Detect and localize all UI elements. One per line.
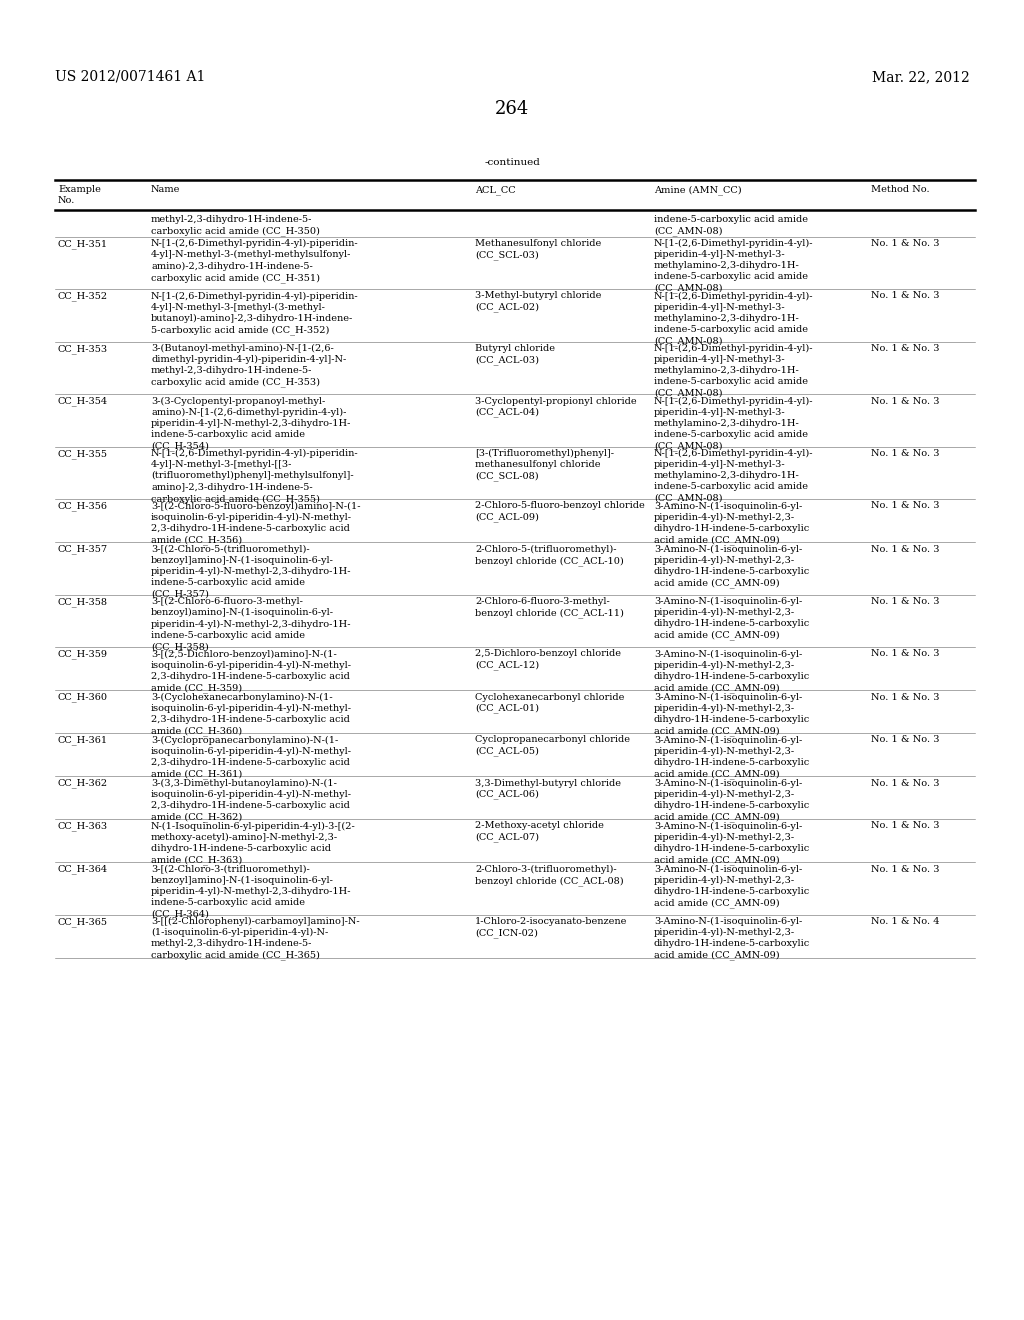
Text: 3-Amino-N-(1-isoquinolin-6-yl-
piperidin-4-yl)-N-methyl-2,3-
dihydro-1H-indene-5: 3-Amino-N-(1-isoquinolin-6-yl- piperidin… (654, 821, 810, 865)
Text: N-[1-(2,6-Dimethyl-pyridin-4-yl)-piperidin-
4-yl]-N-methyl-3-[methyl-[[3-
(trifl: N-[1-(2,6-Dimethyl-pyridin-4-yl)-piperid… (151, 449, 358, 503)
Text: Amine (AMN_CC): Amine (AMN_CC) (654, 185, 741, 195)
Text: CC_H-363: CC_H-363 (58, 821, 109, 832)
Text: 2-Methoxy-acetyl chloride
(CC_ACL-07): 2-Methoxy-acetyl chloride (CC_ACL-07) (475, 821, 604, 842)
Text: 3-[(2,5-Dichloro-benzoyl)amino]-N-(1-
isoquinolin-6-yl-piperidin-4-yl)-N-methyl-: 3-[(2,5-Dichloro-benzoyl)amino]-N-(1- is… (151, 649, 352, 693)
Text: [3-(Trifluoromethyl)phenyl]-
methanesulfonyl chloride
(CC_SCL-08): [3-(Trifluoromethyl)phenyl]- methanesulf… (475, 449, 614, 482)
Text: 3-(Butanoyl-methyl-amino)-N-[1-(2,6-
dimethyl-pyridin-4-yl)-piperidin-4-yl]-N-
m: 3-(Butanoyl-methyl-amino)-N-[1-(2,6- dim… (151, 345, 346, 388)
Text: No. 1 & No. 3: No. 1 & No. 3 (871, 449, 939, 458)
Text: CC_H-361: CC_H-361 (58, 735, 109, 746)
Text: 3-Amino-N-(1-isoquinolin-6-yl-
piperidin-4-yl)-N-methyl-2,3-
dihydro-1H-indene-5: 3-Amino-N-(1-isoquinolin-6-yl- piperidin… (654, 544, 810, 587)
Text: 2,5-Dichloro-benzoyl chloride
(CC_ACL-12): 2,5-Dichloro-benzoyl chloride (CC_ACL-12… (475, 649, 621, 671)
Text: CC_H-359: CC_H-359 (58, 649, 108, 659)
Text: No. 1 & No. 3: No. 1 & No. 3 (871, 649, 939, 659)
Text: No. 1 & No. 3: No. 1 & No. 3 (871, 779, 939, 788)
Text: CC_H-360: CC_H-360 (58, 693, 108, 702)
Text: No. 1 & No. 3: No. 1 & No. 3 (871, 693, 939, 701)
Text: CC_H-357: CC_H-357 (58, 544, 109, 554)
Text: No. 1 & No. 3: No. 1 & No. 3 (871, 544, 939, 553)
Text: Methanesulfonyl chloride
(CC_SCL-03): Methanesulfonyl chloride (CC_SCL-03) (475, 239, 601, 260)
Text: 3-Amino-N-(1-isoquinolin-6-yl-
piperidin-4-yl)-N-methyl-2,3-
dihydro-1H-indene-5: 3-Amino-N-(1-isoquinolin-6-yl- piperidin… (654, 779, 810, 822)
Text: No. 1 & No. 4: No. 1 & No. 4 (871, 917, 939, 927)
Text: N-(1-Isoquinolin-6-yl-piperidin-4-yl)-3-[(2-
methoxy-acetyl)-amino]-N-methyl-2,3: N-(1-Isoquinolin-6-yl-piperidin-4-yl)-3-… (151, 821, 355, 865)
Text: 3-(3-Cyclopentyl-propanoyl-methyl-
amino)-N-[1-(2,6-dimethyl-pyridin-4-yl)-
pipe: 3-(3-Cyclopentyl-propanoyl-methyl- amino… (151, 396, 351, 451)
Text: No. 1 & No. 3: No. 1 & No. 3 (871, 735, 939, 744)
Text: 264: 264 (495, 100, 529, 117)
Text: 3-[(2-Chloro-6-fluoro-3-methyl-
benzoyl)amino]-N-(1-isoquinolin-6-yl-
piperidin-: 3-[(2-Chloro-6-fluoro-3-methyl- benzoyl)… (151, 597, 351, 652)
Text: No. 1 & No. 3: No. 1 & No. 3 (871, 345, 939, 352)
Text: 2-Chloro-6-fluoro-3-methyl-
benzoyl chloride (CC_ACL-11): 2-Chloro-6-fluoro-3-methyl- benzoyl chlo… (475, 597, 624, 618)
Text: -continued: -continued (484, 158, 540, 168)
Text: CC_H-364: CC_H-364 (58, 865, 109, 874)
Text: 3-(Cyclohexanecarbonylamino)-N-(1-
isoquinolin-6-yl-piperidin-4-yl)-N-methyl-
2,: 3-(Cyclohexanecarbonylamino)-N-(1- isoqu… (151, 693, 352, 737)
Text: ACL_CC: ACL_CC (475, 185, 516, 194)
Text: No. 1 & No. 3: No. 1 & No. 3 (871, 292, 939, 301)
Text: N-[1-(2,6-Dimethyl-pyridin-4-yl)-
piperidin-4-yl]-N-methyl-3-
methylamino-2,3-di: N-[1-(2,6-Dimethyl-pyridin-4-yl)- piperi… (654, 239, 813, 293)
Text: CC_H-352: CC_H-352 (58, 292, 109, 301)
Text: CC_H-358: CC_H-358 (58, 597, 108, 607)
Text: N-[1-(2,6-Dimethyl-pyridin-4-yl)-
piperidin-4-yl]-N-methyl-3-
methylamino-2,3-di: N-[1-(2,6-Dimethyl-pyridin-4-yl)- piperi… (654, 292, 813, 346)
Text: 1-Chloro-2-isocyanato-benzene
(CC_ICN-02): 1-Chloro-2-isocyanato-benzene (CC_ICN-02… (475, 917, 628, 939)
Text: No. 1 & No. 3: No. 1 & No. 3 (871, 865, 939, 874)
Text: 3-Amino-N-(1-isoquinolin-6-yl-
piperidin-4-yl)-N-methyl-2,3-
dihydro-1H-indene-5: 3-Amino-N-(1-isoquinolin-6-yl- piperidin… (654, 649, 810, 693)
Text: 2-Chloro-3-(trifluoromethyl)-
benzoyl chloride (CC_ACL-08): 2-Chloro-3-(trifluoromethyl)- benzoyl ch… (475, 865, 624, 886)
Text: Mar. 22, 2012: Mar. 22, 2012 (872, 70, 970, 84)
Text: Butyryl chloride
(CC_ACL-03): Butyryl chloride (CC_ACL-03) (475, 345, 555, 364)
Text: indene-5-carboxylic acid amide
(CC_AMN-08): indene-5-carboxylic acid amide (CC_AMN-0… (654, 215, 808, 236)
Text: N-[1-(2,6-Dimethyl-pyridin-4-yl)-piperidin-
4-yl]-N-methyl-3-(methyl-methylsulfo: N-[1-(2,6-Dimethyl-pyridin-4-yl)-piperid… (151, 239, 358, 282)
Text: methyl-2,3-dihydro-1H-indene-5-
carboxylic acid amide (CC_H-350): methyl-2,3-dihydro-1H-indene-5- carboxyl… (151, 215, 319, 236)
Text: 3-(Cyclopropanecarbonylamino)-N-(1-
isoquinolin-6-yl-piperidin-4-yl)-N-methyl-
2: 3-(Cyclopropanecarbonylamino)-N-(1- isoq… (151, 735, 352, 779)
Text: No. 1 & No. 3: No. 1 & No. 3 (871, 597, 939, 606)
Text: 3-(3,3-Dimethyl-butanoylamino)-N-(1-
isoquinolin-6-yl-piperidin-4-yl)-N-methyl-
: 3-(3,3-Dimethyl-butanoylamino)-N-(1- iso… (151, 779, 352, 822)
Text: N-[1-(2,6-Dimethyl-pyridin-4-yl)-piperidin-
4-yl]-N-methyl-3-[methyl-(3-methyl-
: N-[1-(2,6-Dimethyl-pyridin-4-yl)-piperid… (151, 292, 358, 335)
Text: 3-Amino-N-(1-isoquinolin-6-yl-
piperidin-4-yl)-N-methyl-2,3-
dihydro-1H-indene-5: 3-Amino-N-(1-isoquinolin-6-yl- piperidin… (654, 735, 810, 779)
Text: US 2012/0071461 A1: US 2012/0071461 A1 (55, 70, 206, 84)
Text: No. 1 & No. 3: No. 1 & No. 3 (871, 821, 939, 830)
Text: N-[1-(2,6-Dimethyl-pyridin-4-yl)-
piperidin-4-yl]-N-methyl-3-
methylamino-2,3-di: N-[1-(2,6-Dimethyl-pyridin-4-yl)- piperi… (654, 396, 813, 451)
Text: Name: Name (151, 185, 180, 194)
Text: CC_H-353: CC_H-353 (58, 345, 109, 354)
Text: CC_H-355: CC_H-355 (58, 449, 108, 458)
Text: 3-[(2-Chloro-5-fluoro-benzoyl)amino]-N-(1-
isoquinolin-6-yl-piperidin-4-yl)-N-me: 3-[(2-Chloro-5-fluoro-benzoyl)amino]-N-(… (151, 502, 360, 545)
Text: 3-Methyl-butyryl chloride
(CC_ACL-02): 3-Methyl-butyryl chloride (CC_ACL-02) (475, 292, 601, 313)
Text: 3-Amino-N-(1-isoquinolin-6-yl-
piperidin-4-yl)-N-methyl-2,3-
dihydro-1H-indene-5: 3-Amino-N-(1-isoquinolin-6-yl- piperidin… (654, 502, 810, 545)
Text: 3,3-Dimethyl-butyryl chloride
(CC_ACL-06): 3,3-Dimethyl-butyryl chloride (CC_ACL-06… (475, 779, 621, 800)
Text: Cyclohexanecarbonyl chloride
(CC_ACL-01): Cyclohexanecarbonyl chloride (CC_ACL-01) (475, 693, 625, 713)
Text: Cyclopropanecarbonyl chloride
(CC_ACL-05): Cyclopropanecarbonyl chloride (CC_ACL-05… (475, 735, 630, 756)
Text: 3-Amino-N-(1-isoquinolin-6-yl-
piperidin-4-yl)-N-methyl-2,3-
dihydro-1H-indene-5: 3-Amino-N-(1-isoquinolin-6-yl- piperidin… (654, 865, 810, 908)
Text: Method No.: Method No. (871, 185, 930, 194)
Text: 3-Cyclopentyl-propionyl chloride
(CC_ACL-04): 3-Cyclopentyl-propionyl chloride (CC_ACL… (475, 396, 637, 417)
Text: 3-Amino-N-(1-isoquinolin-6-yl-
piperidin-4-yl)-N-methyl-2,3-
dihydro-1H-indene-5: 3-Amino-N-(1-isoquinolin-6-yl- piperidin… (654, 917, 810, 961)
Text: CC_H-356: CC_H-356 (58, 502, 108, 511)
Text: CC_H-351: CC_H-351 (58, 239, 109, 248)
Text: 3-Amino-N-(1-isoquinolin-6-yl-
piperidin-4-yl)-N-methyl-2,3-
dihydro-1H-indene-5: 3-Amino-N-(1-isoquinolin-6-yl- piperidin… (654, 597, 810, 640)
Text: Example
No.: Example No. (58, 185, 101, 205)
Text: 3-[(2-Chloro-5-(trifluoromethyl)-
benzoyl]amino]-N-(1-isoquinolin-6-yl-
piperidi: 3-[(2-Chloro-5-(trifluoromethyl)- benzoy… (151, 544, 351, 599)
Text: 2-Chloro-5-fluoro-benzoyl chloride
(CC_ACL-09): 2-Chloro-5-fluoro-benzoyl chloride (CC_A… (475, 502, 645, 523)
Text: 3-[[(2-Chlorophenyl)-carbamoyl]amino]-N-
(1-isoquinolin-6-yl-piperidin-4-yl)-N-
: 3-[[(2-Chlorophenyl)-carbamoyl]amino]-N-… (151, 917, 359, 961)
Text: N-[1-(2,6-Dimethyl-pyridin-4-yl)-
piperidin-4-yl]-N-methyl-3-
methylamino-2,3-di: N-[1-(2,6-Dimethyl-pyridin-4-yl)- piperi… (654, 449, 813, 503)
Text: No. 1 & No. 3: No. 1 & No. 3 (871, 502, 939, 511)
Text: 3-[(2-Chloro-3-(trifluoromethyl)-
benzoyl]amino]-N-(1-isoquinolin-6-yl-
piperidi: 3-[(2-Chloro-3-(trifluoromethyl)- benzoy… (151, 865, 351, 919)
Text: N-[1-(2,6-Dimethyl-pyridin-4-yl)-
piperidin-4-yl]-N-methyl-3-
methylamino-2,3-di: N-[1-(2,6-Dimethyl-pyridin-4-yl)- piperi… (654, 345, 813, 399)
Text: No. 1 & No. 3: No. 1 & No. 3 (871, 396, 939, 405)
Text: CC_H-365: CC_H-365 (58, 917, 108, 927)
Text: No. 1 & No. 3: No. 1 & No. 3 (871, 239, 939, 248)
Text: CC_H-354: CC_H-354 (58, 396, 109, 407)
Text: 3-Amino-N-(1-isoquinolin-6-yl-
piperidin-4-yl)-N-methyl-2,3-
dihydro-1H-indene-5: 3-Amino-N-(1-isoquinolin-6-yl- piperidin… (654, 693, 810, 737)
Text: CC_H-362: CC_H-362 (58, 779, 109, 788)
Text: 2-Chloro-5-(trifluoromethyl)-
benzoyl chloride (CC_ACL-10): 2-Chloro-5-(trifluoromethyl)- benzoyl ch… (475, 544, 624, 565)
